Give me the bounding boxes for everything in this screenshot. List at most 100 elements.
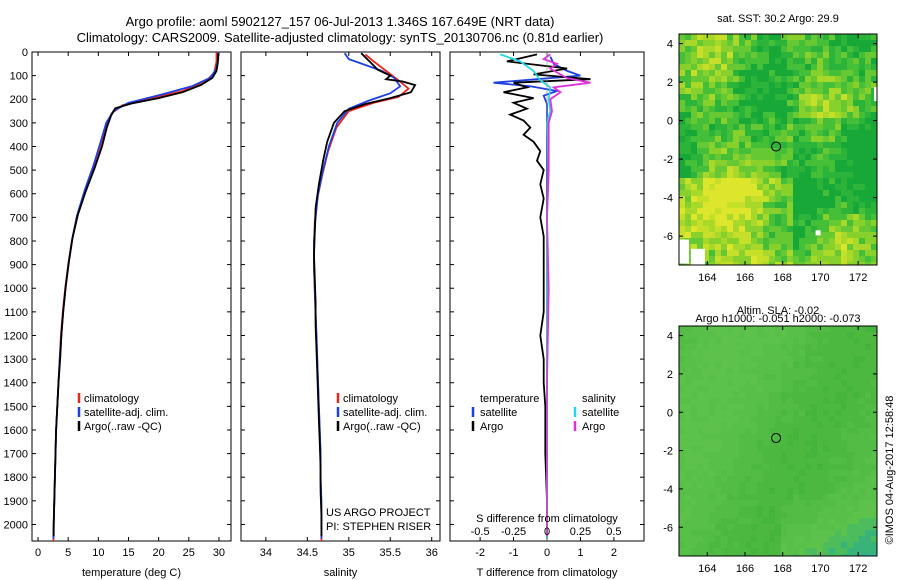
sla_map-cell [859, 356, 865, 362]
sla_map-cell [703, 488, 709, 494]
sst_map-cell [823, 58, 829, 64]
sla_map-cell [859, 512, 865, 518]
sst_map-cell [823, 124, 829, 130]
sst_map-cell [805, 118, 811, 124]
sla_map-cell [697, 554, 703, 556]
sst_map-cell [793, 148, 799, 154]
sla_map-cell [841, 518, 847, 524]
sla_map-cell [847, 548, 853, 554]
sst_map-cell [793, 88, 799, 94]
sla_map-cell [871, 380, 877, 386]
sst_map-cell [775, 220, 781, 226]
sla_map-cell [859, 392, 865, 398]
sla_map-cell [859, 470, 865, 476]
sla_map-cell [739, 476, 745, 482]
sst_map-cell [859, 82, 865, 88]
sla_map-cell [781, 356, 787, 362]
sla_map-cell [841, 344, 847, 350]
sst_map-cell [811, 52, 817, 58]
sst_map-cell [763, 172, 769, 178]
sst_map-cell [829, 238, 835, 244]
sst_map-cell [757, 88, 763, 94]
sla_map-cell [847, 362, 853, 368]
sst_map-cell [679, 88, 685, 94]
sst_map-cell [751, 178, 757, 184]
salinity-xtick-label: 35 [343, 547, 355, 559]
sst_map-cell [817, 136, 823, 142]
sla_map-cell [757, 512, 763, 518]
sst_map-cell [817, 160, 823, 166]
sst_map-cell [811, 238, 817, 244]
sla_map-cell [841, 338, 847, 344]
sst_map-cell [853, 208, 859, 214]
sst_map-cell [703, 130, 709, 136]
sla_map-cell [799, 512, 805, 518]
sst_map-cell [841, 112, 847, 118]
sst_map-cell [751, 100, 757, 106]
depth-tick-label: 600 [10, 189, 28, 201]
sla_map-cell [685, 398, 691, 404]
sst_map-cell [853, 214, 859, 220]
sla_map-cell [709, 428, 715, 434]
sst_map-cell [835, 76, 841, 82]
sla_map-cell [811, 524, 817, 530]
sla_map-cell [829, 404, 835, 410]
sst_map-cell [853, 124, 859, 130]
sst_map-cell [727, 112, 733, 118]
sst_map-cell [769, 136, 775, 142]
sst_map-cell [721, 130, 727, 136]
sst_map-cell [679, 94, 685, 100]
sla_map-cell [787, 434, 793, 440]
sst_map-cell [709, 106, 715, 112]
sst_map-cell [679, 34, 685, 40]
sla_map-cell [871, 446, 877, 452]
sla_map-cell [727, 524, 733, 530]
sla_map-cell [751, 326, 757, 332]
sst_map-cell [793, 232, 799, 238]
sst_map-cell [865, 226, 871, 232]
sla_map-cell [721, 332, 727, 338]
sla_map-cell [745, 488, 751, 494]
sst_map-cell [799, 94, 805, 100]
sst_map-cell [823, 142, 829, 148]
sla_map-cell [733, 386, 739, 392]
sla_map-cell [691, 374, 697, 380]
sst_map-cell [769, 124, 775, 130]
sst_map-cell [739, 214, 745, 220]
sla_map-cell [799, 344, 805, 350]
sla_map-cell [727, 404, 733, 410]
sst_map-cell [853, 184, 859, 190]
sst_map-cell [691, 214, 697, 220]
sst_map-cell [715, 100, 721, 106]
sst_map-cell [697, 52, 703, 58]
sst_map-cell [775, 58, 781, 64]
sla_map-cell [703, 536, 709, 542]
sst_map-cell [793, 58, 799, 64]
sst_map-cell [745, 130, 751, 136]
sst_map-cell [853, 166, 859, 172]
sst_map-cell [763, 148, 769, 154]
sla_map-cell [781, 512, 787, 518]
sst_map-cell [781, 34, 787, 40]
sst_map-cell [751, 64, 757, 70]
sst_map-cell [775, 46, 781, 52]
sla_map-cell [697, 422, 703, 428]
sla_map-cell [739, 482, 745, 488]
sla_map-cell [823, 512, 829, 518]
sst_map-cell [841, 184, 847, 190]
sst_map-cell [697, 214, 703, 220]
sst_map-cell [799, 178, 805, 184]
sla_map-cell [733, 470, 739, 476]
sst_map-cell [787, 130, 793, 136]
sla_map-cell [769, 554, 775, 556]
sla_map-cell [835, 470, 841, 476]
sla_map-cell [835, 482, 841, 488]
sst_map-cell [829, 124, 835, 130]
sla_map-cell [829, 410, 835, 416]
sst_map-cell [721, 226, 727, 232]
sst_map-cell [763, 256, 769, 262]
sst_map-cell [733, 112, 739, 118]
sst_map-cell [739, 118, 745, 124]
depth-tick-label: 1500 [4, 401, 28, 413]
